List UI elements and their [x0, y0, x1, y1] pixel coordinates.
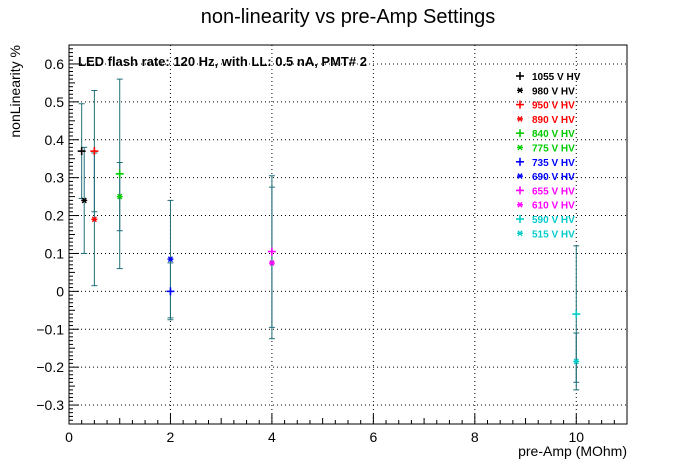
legend-marker [516, 215, 524, 223]
legend-label: 840 V HV [532, 129, 575, 140]
data-point [77, 147, 86, 156]
marker-stroke [167, 256, 174, 263]
legend-marker [516, 129, 524, 138]
y-tick-label: 0.6 [45, 56, 65, 72]
legend-label: 655 V HV [532, 186, 575, 197]
data-point [81, 197, 88, 204]
data-point [573, 358, 580, 365]
legend-marker [517, 230, 523, 237]
legend: 1055 V HV 980 V HV 950 V HV 890 V HV 840 V H… [516, 72, 581, 240]
y-tick-label: 0.3 [45, 170, 65, 186]
legend-label: 590 V HV [532, 215, 575, 226]
legend-marker [517, 87, 523, 94]
chart-annotation: LED flash rate: 120 Hz, with LL: 0.5 nA,… [78, 54, 367, 69]
x-tick-label: 6 [369, 429, 377, 445]
axes: 0 2 4 6 8 10 −0.3 −0.2 −0.1 0 0.1 0.2 0.3 0.4 0.5 0.6 [36, 44, 628, 445]
x-tick-label: 4 [268, 429, 276, 445]
legend-label: 515 V HV [532, 229, 575, 240]
y-tick-label: 0.1 [45, 245, 65, 261]
legend-marker [517, 201, 523, 208]
legend-label: 1055 V HV [532, 72, 581, 83]
legend-marker [516, 100, 524, 109]
marker-stroke [517, 173, 523, 180]
legend-label: 950 V HV [532, 101, 575, 112]
data-point [167, 256, 174, 263]
legend-label: 775 V HV [532, 144, 575, 155]
marker-stroke [81, 197, 87, 204]
y-tick-label: −0.2 [36, 359, 64, 375]
legend-marker [517, 115, 523, 122]
legend-label: 735 V HV [532, 158, 575, 169]
legend-marker [517, 173, 523, 180]
x-axis-label: pre-Amp (MOhm) [518, 443, 627, 459]
grid [68, 45, 627, 424]
data-markers [77, 147, 581, 365]
data-point [90, 147, 99, 156]
legend-marker [516, 72, 524, 80]
y-tick-label: 0 [56, 283, 64, 299]
data-point [268, 259, 275, 266]
y-tick-label: 0.2 [45, 208, 65, 224]
legend-marker [517, 144, 523, 151]
legend-label: 610 V HV [532, 201, 575, 212]
data-point [166, 287, 175, 296]
x-tick-label: 8 [471, 429, 479, 445]
marker-stroke [517, 230, 523, 237]
data-point [91, 216, 98, 223]
marker-stroke [517, 87, 523, 94]
x-tick-label: 10 [568, 429, 584, 445]
marker-stroke [91, 216, 97, 223]
marker-stroke [269, 259, 275, 266]
legend-marker [516, 186, 524, 195]
chart-title: non-linearity vs pre-Amp Settings [201, 6, 496, 28]
legend-label: 690 V HV [532, 172, 575, 183]
legend-label: 890 V HV [532, 115, 575, 126]
data-point [116, 193, 123, 200]
data-point [115, 169, 124, 178]
legend-marker [516, 157, 524, 166]
legend-label: 980 V HV [532, 86, 575, 97]
x-tick-label: 2 [167, 429, 175, 445]
y-tick-label: 0.5 [45, 94, 65, 110]
y-tick-label: −0.3 [36, 397, 64, 413]
marker-stroke [517, 144, 523, 151]
y-tick-label: 0.4 [45, 132, 65, 148]
data-point [572, 310, 581, 319]
marker-stroke [517, 201, 523, 208]
marker-stroke [517, 115, 523, 122]
marker-stroke [573, 358, 579, 365]
data-point [267, 247, 276, 256]
marker-stroke [117, 193, 123, 200]
y-axis-label: nonLinearity % [7, 45, 23, 138]
x-tick-label: 0 [65, 429, 73, 445]
y-tick-label: −0.1 [36, 321, 64, 337]
